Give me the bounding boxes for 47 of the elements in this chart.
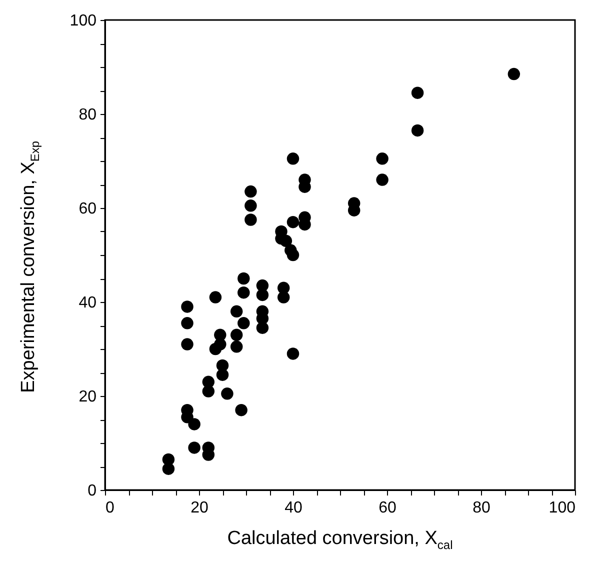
point bbox=[238, 286, 250, 299]
point bbox=[256, 279, 269, 292]
point bbox=[181, 300, 194, 313]
y-tick-label: 80 bbox=[78, 106, 97, 124]
x-tick-label: 0 bbox=[106, 500, 114, 516]
point bbox=[216, 359, 229, 372]
y-tick-label: 0 bbox=[88, 482, 97, 500]
point bbox=[508, 68, 520, 80]
point bbox=[411, 86, 424, 99]
point bbox=[188, 442, 200, 454]
point bbox=[376, 152, 388, 165]
point bbox=[230, 305, 243, 318]
y-tick-label: 20 bbox=[78, 388, 97, 406]
point bbox=[411, 124, 424, 137]
y-tick-label: 60 bbox=[78, 200, 97, 218]
point bbox=[235, 404, 248, 416]
point bbox=[238, 272, 250, 285]
point bbox=[286, 248, 300, 262]
point bbox=[202, 385, 215, 398]
point bbox=[244, 185, 257, 198]
point bbox=[277, 291, 290, 304]
point bbox=[221, 388, 234, 400]
point bbox=[181, 317, 194, 330]
point bbox=[238, 317, 250, 330]
x-tick-label: 40 bbox=[284, 500, 302, 516]
point bbox=[286, 348, 300, 360]
point bbox=[244, 214, 257, 226]
point bbox=[209, 291, 222, 304]
point bbox=[286, 152, 300, 165]
x-tick-label: 80 bbox=[472, 500, 490, 516]
y-tick-label: 100 bbox=[70, 12, 97, 30]
point bbox=[244, 200, 257, 212]
point bbox=[214, 328, 226, 342]
point bbox=[256, 322, 269, 334]
point bbox=[188, 418, 200, 430]
point bbox=[162, 462, 175, 475]
point bbox=[181, 338, 194, 350]
point bbox=[230, 328, 243, 342]
x-tick-label: 20 bbox=[190, 500, 208, 516]
y-tick-label: 40 bbox=[78, 294, 97, 312]
point bbox=[280, 234, 292, 248]
x-tick-label: 100 bbox=[548, 500, 576, 516]
x-axis-title: Calculated conversion, X$_{cal}$ bbox=[226, 528, 454, 552]
point bbox=[376, 174, 388, 186]
point bbox=[286, 216, 300, 228]
x-tick-label: 60 bbox=[378, 500, 396, 516]
point bbox=[230, 340, 243, 353]
